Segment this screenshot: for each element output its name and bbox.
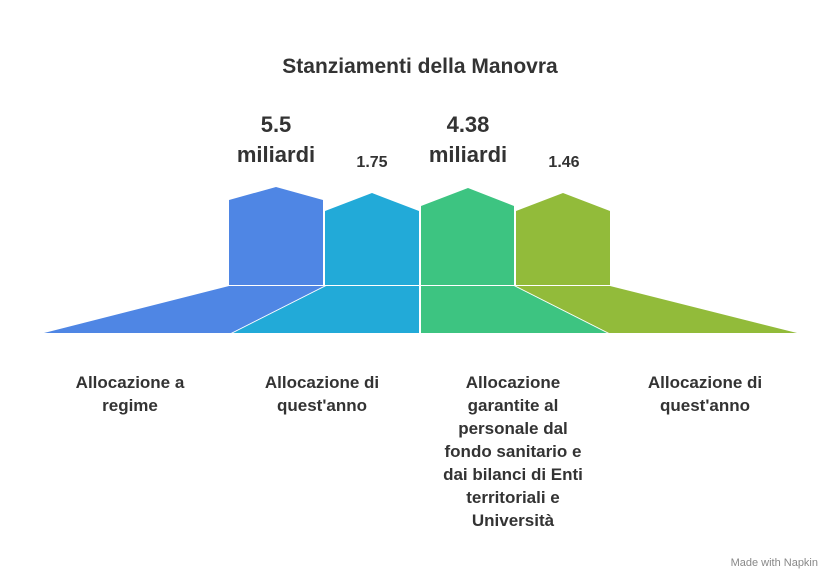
column [229, 187, 323, 285]
label: Allocazione garantite al personale dal f… [443, 373, 583, 530]
label: Allocazione di quest'anno [647, 373, 763, 415]
base [516, 286, 797, 333]
title: Stanziamenti della Manovra [282, 55, 558, 78]
base [421, 286, 607, 333]
value: 1.75 [356, 154, 388, 171]
column [421, 188, 514, 285]
label: Allocazione a regime [75, 373, 185, 415]
column [516, 193, 610, 285]
value: 5.5 miliardi [236, 112, 316, 167]
label: Allocazione di quest'anno [264, 373, 380, 415]
base [44, 286, 324, 333]
base [233, 286, 419, 333]
column [325, 193, 419, 285]
footer: Made with Napkin [730, 557, 818, 569]
value: 4.38 miliardi [428, 112, 508, 167]
value: 1.46 [548, 154, 580, 171]
